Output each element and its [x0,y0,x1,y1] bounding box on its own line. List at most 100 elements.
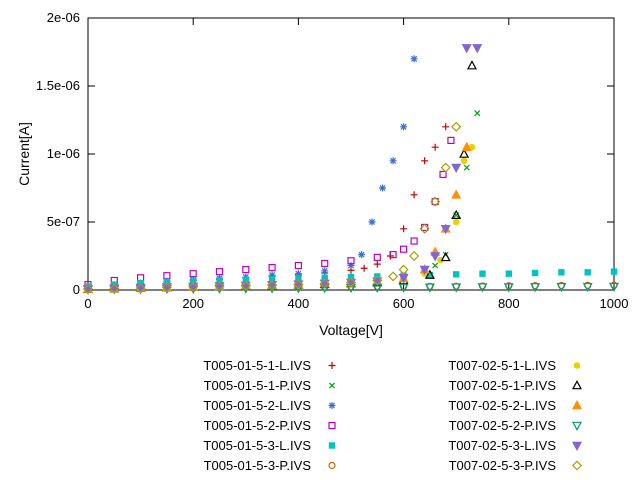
marker-asterisk [294,270,302,278]
marker-circle-filled [452,218,460,226]
legend-label: T007-02-5-2-P.IVS [449,418,557,433]
marker-triangle-up-filled [451,189,462,199]
legend-label: T007-02-5-2-L.IVS [448,398,556,413]
marker-diamond-open [82,283,94,295]
y-tick-label: 2e-06 [47,10,80,25]
marker-diamond-open [188,281,199,292]
marker-square-open [268,263,276,272]
marker-plus [442,123,450,131]
marker-circle-open [328,461,336,470]
marker-square-filled [163,278,171,286]
marker-diamond-open [372,275,383,286]
legend-label: T005-01-5-3-L.IVS [203,438,311,453]
marker-square-filled [531,269,539,277]
marker-triangle-down-filled [451,163,462,174]
legend-entry-T005-01-5-2-P.IVS: T005-01-5-2-P.IVS [204,418,336,433]
y-tick-label: 1.5e-06 [36,78,80,93]
legend-entry-T007-02-5-3-P.IVS: T007-02-5-3-P.IVS [449,458,583,473]
marker-square-filled [453,271,460,278]
marker-square-filled [328,442,336,449]
marker-plus [431,143,439,151]
series-T007-02-5-1-L.IVS [84,143,476,293]
marker-triangle-down-filled [345,278,357,288]
legend-label: T005-01-5-3-P.IVS [204,458,312,473]
marker-asterisk [358,251,366,259]
legend-entry-T007-02-5-1-P.IVS: T007-02-5-1-P.IVS [449,378,583,393]
marker-triangle-down-open [556,282,567,293]
marker-asterisk [347,262,355,270]
marker-square-filled [295,275,302,282]
marker-asterisk [410,55,418,63]
legend-entry-T007-02-5-2-L.IVS: T007-02-5-2-L.IVS [448,398,583,413]
marker-triangle-down-filled [372,277,383,287]
marker-asterisk [368,218,376,226]
legend-label: T007-02-5-1-P.IVS [449,378,557,393]
legend-entry-T005-01-5-1-L.IVS: T005-01-5-1-L.IVS [203,358,336,373]
marker-asterisk [321,267,329,275]
marker-square-open [321,259,329,268]
legend: T005-01-5-1-L.IVS T005-01-5-1-P.IVS T005-0… [203,358,583,473]
y-tick-label: 1e-06 [47,146,80,161]
marker-triangle-up-open [459,148,470,158]
marker-diamond-open [571,460,583,471]
legend-label: T005-01-5-2-L.IVS [203,398,311,413]
marker-square-open [431,198,439,206]
marker-asterisk [400,123,408,131]
marker-diamond-open [398,264,409,275]
marker-diamond-open [319,278,330,289]
legend-entry-T005-01-5-1-P.IVS: T005-01-5-1-P.IVS [204,378,336,393]
marker-square-filled [558,269,565,276]
marker-triangle-down-open [424,283,435,293]
x-tick-label: 200 [182,296,204,311]
marker-asterisk [328,402,336,409]
marker-square-filled [321,274,328,281]
legend-label: T007-02-5-1-L.IVS [448,358,556,373]
marker-diamond-open [440,162,451,173]
legend-label: T005-01-5-1-P.IVS [204,378,312,393]
marker-square-open [373,253,381,261]
marker-plus [421,157,429,165]
marker-plus [373,260,381,268]
marker-triangle-down-open [582,282,593,293]
marker-square-open [410,237,418,245]
marker-diamond-open [430,196,441,207]
legend-label: T007-02-5-3-L.IVS [448,438,556,453]
marker-plus [400,225,408,233]
marker-triangle-up-open [440,251,451,262]
x-axis-ticks: 0 200 400 600 800 1000 [84,18,628,311]
legend-entry-T007-02-5-1-L.IVS: T007-02-5-1-L.IVS [448,358,581,373]
marker-diamond-open [135,282,146,294]
y-tick-label: 5e-07 [47,214,80,229]
legend-entry-T005-01-5-3-L.IVS: T005-01-5-3-L.IVS [203,438,336,453]
marker-square-open [215,268,224,276]
marker-square-filled [190,277,197,285]
marker-diamond-open [388,271,399,282]
marker-cross [474,110,481,117]
marker-triangle-down-open [477,283,488,293]
marker-asterisk [268,271,276,279]
marker-triangle-down-filled [440,225,451,235]
y-tick-label: 0 [73,282,80,297]
marker-circle-filled [437,256,444,264]
marker-square-open [328,421,336,430]
x-tick-label: 600 [393,296,415,311]
series-T005-01-5-2-P.IVS [84,136,455,289]
marker-square-filled [610,268,618,275]
marker-triangle-up-open [466,60,477,70]
marker-triangle-down-filled [472,44,483,54]
marker-plus [328,362,336,369]
marker-asterisk [379,184,387,192]
marker-plus [360,264,368,272]
marker-cross [328,382,336,389]
x-tick-label: 0 [84,296,91,311]
marker-cross [432,262,439,269]
marker-triangle-up-open [424,269,435,279]
marker-cross [463,164,470,171]
marker-triangle-down-filled [571,441,583,451]
marker-triangle-down-open [608,282,620,293]
marker-diamond-open [419,223,430,234]
x-tick-label: 1000 [600,296,629,311]
legend-entry-T007-02-5-3-L.IVS: T007-02-5-3-L.IVS [448,438,583,453]
